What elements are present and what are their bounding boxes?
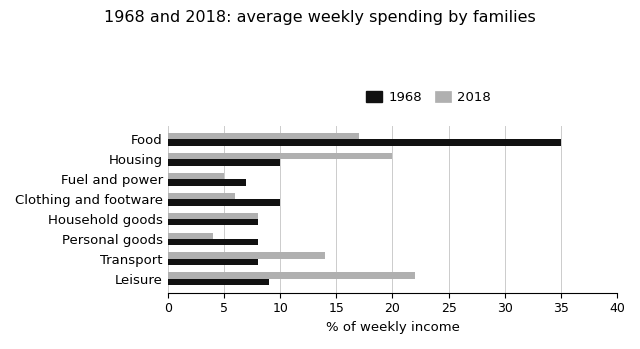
Bar xyxy=(168,232,212,239)
Bar xyxy=(168,272,415,279)
Bar xyxy=(168,140,561,146)
Bar xyxy=(168,279,269,285)
Text: 1968 and 2018: average weekly spending by families: 1968 and 2018: average weekly spending b… xyxy=(104,10,536,25)
Bar xyxy=(168,193,236,199)
Bar xyxy=(168,239,258,245)
Bar xyxy=(168,199,280,206)
Bar xyxy=(168,213,258,219)
Bar xyxy=(168,159,280,166)
Bar xyxy=(168,219,258,225)
X-axis label: % of weekly income: % of weekly income xyxy=(326,321,460,334)
Bar xyxy=(168,173,224,179)
Bar xyxy=(168,153,392,159)
Bar xyxy=(168,179,246,186)
Bar xyxy=(168,133,359,140)
Bar xyxy=(168,252,325,259)
Bar xyxy=(168,259,258,265)
Legend: 1968, 2018: 1968, 2018 xyxy=(360,85,497,109)
